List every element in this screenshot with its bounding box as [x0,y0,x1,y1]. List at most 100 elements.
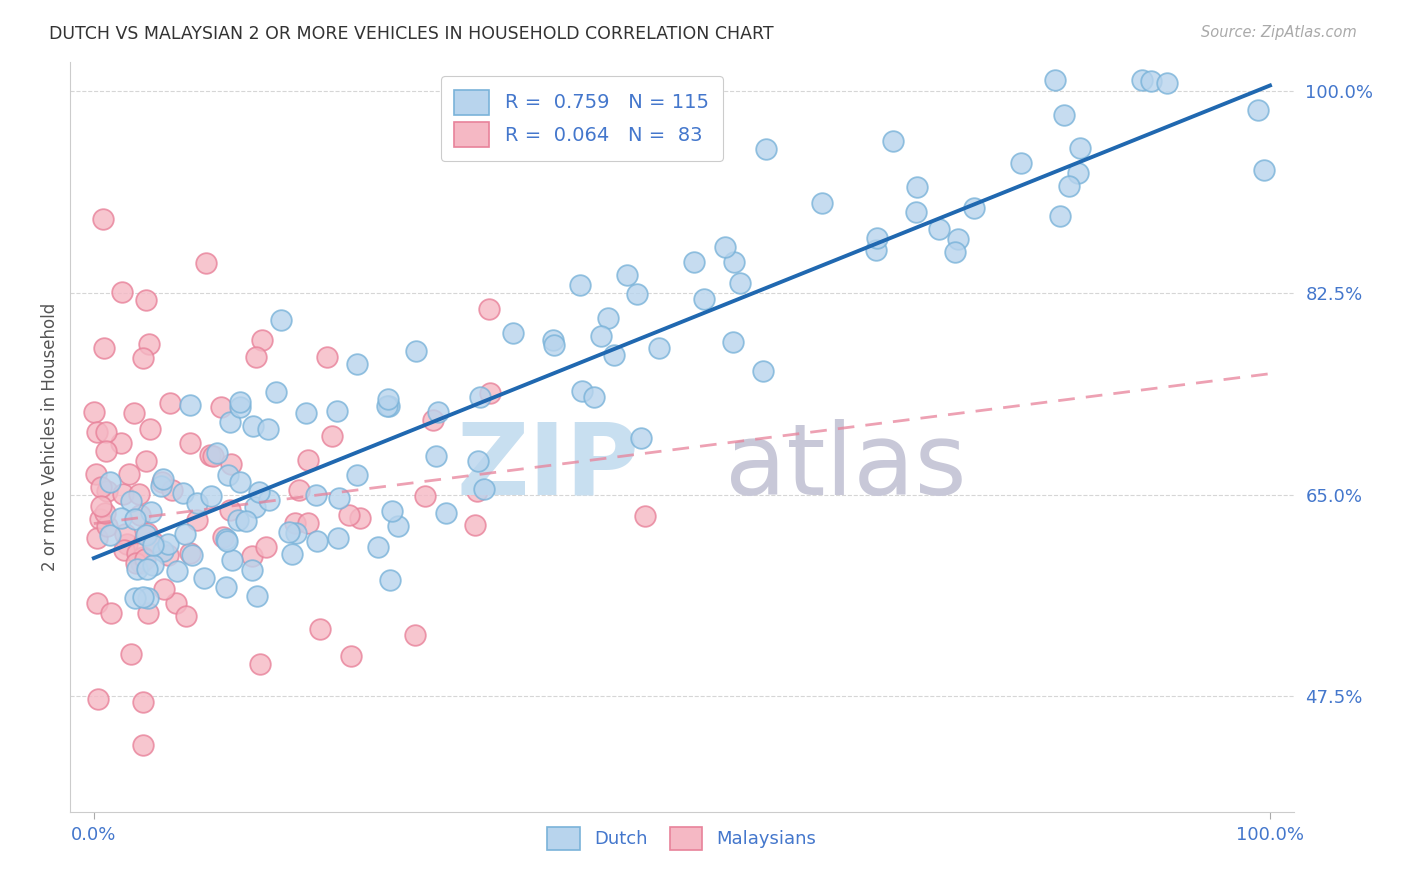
Point [128,508,150,523]
Point [135,525,157,540]
Point [693,292,716,306]
Point [252,333,274,347]
Point [111,285,134,299]
Point [285,525,308,540]
Point [86,425,108,439]
Point [115,537,138,551]
Point [381,504,404,518]
Point [136,591,159,606]
Point [90,500,112,514]
Point [165,596,187,610]
Point [1156,76,1178,90]
Point [84,467,107,481]
Point [135,293,157,308]
Point [467,453,489,467]
Point [152,544,174,558]
Point [405,344,427,359]
Point [472,482,495,496]
Point [139,422,162,436]
Point [235,514,257,528]
Point [124,407,146,421]
Point [96,483,118,498]
Point [378,573,401,587]
Point [415,489,437,503]
Point [404,627,426,641]
Point [141,505,163,519]
Point [124,591,146,606]
Point [94,443,117,458]
Point [1247,103,1270,117]
Point [602,348,624,362]
Point [221,553,243,567]
Point [349,511,371,525]
Point [1059,178,1081,193]
Point [209,401,232,415]
Point [181,548,204,562]
Point [135,453,157,467]
Point [254,540,277,554]
Point [589,328,612,343]
Point [905,180,928,194]
Point [755,142,778,156]
Point [375,399,398,413]
Point [212,530,235,544]
Point [1130,72,1153,87]
Point [240,549,263,563]
Point [946,232,969,246]
Point [582,390,605,404]
Point [136,607,159,621]
Point [162,483,184,497]
Point [752,363,775,377]
Point [124,512,146,526]
Point [1045,72,1067,87]
Point [464,517,486,532]
Point [131,549,153,564]
Point [1049,209,1071,223]
Point [131,556,153,570]
Point [422,413,444,427]
Y-axis label: 2 or more Vehicles in Household: 2 or more Vehicles in Household [41,303,59,571]
Point [157,548,180,562]
Point [136,561,159,575]
Point [138,337,160,351]
Point [543,333,565,347]
Point [378,399,401,413]
Point [305,533,328,548]
Point [598,310,620,325]
Point [112,543,135,558]
Point [478,301,501,316]
Point [325,404,347,418]
Point [142,538,165,552]
Point [305,488,328,502]
Point [377,392,399,407]
Point [714,240,737,254]
Point [882,134,904,148]
Point [425,449,447,463]
Point [723,255,745,269]
Point [87,692,110,706]
Point [127,561,149,575]
Point [218,503,240,517]
Point [174,609,197,624]
Point [198,448,221,462]
Point [278,524,301,539]
Point [218,467,240,482]
Point [94,425,117,439]
Point [270,313,292,327]
Point [120,494,142,508]
Point [905,204,928,219]
Point [179,546,201,560]
Point [100,606,122,620]
Point [132,590,155,604]
Point [242,419,264,434]
Legend: Dutch, Malaysians: Dutch, Malaysians [538,818,825,859]
Point [866,231,889,245]
Point [150,475,173,489]
Point [229,401,252,415]
Text: ZIP: ZIP [456,418,640,516]
Point [193,571,215,585]
Point [1010,156,1032,170]
Point [249,657,271,672]
Point [240,563,263,577]
Point [943,245,966,260]
